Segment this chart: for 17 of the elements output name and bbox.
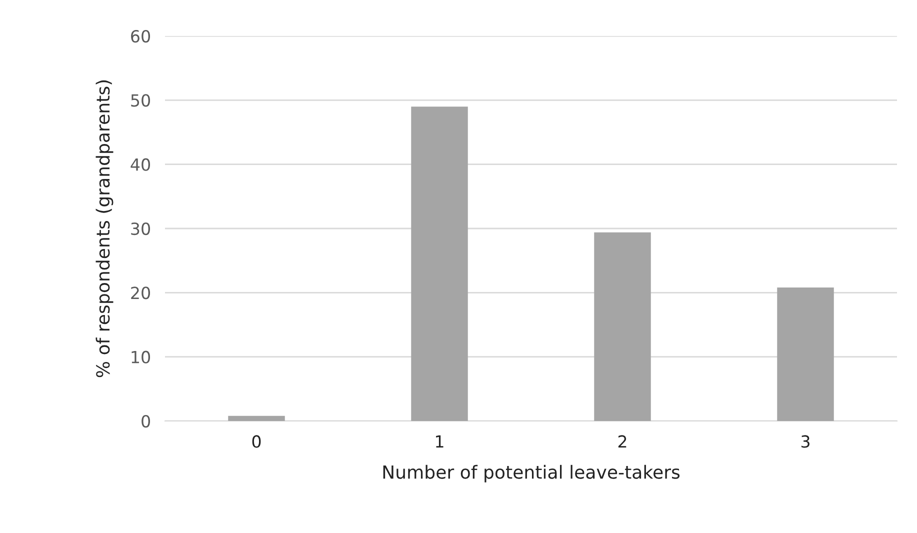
y-tick-label: 60 bbox=[131, 30, 150, 43]
y-tick-label: 10 bbox=[132, 350, 150, 364]
x-tick-label: 1 bbox=[436, 435, 444, 448]
bar bbox=[594, 232, 651, 421]
y-tick-label: 50 bbox=[131, 94, 150, 107]
bar bbox=[777, 288, 834, 421]
bar bbox=[228, 416, 285, 421]
y-axis-title: % of respondents (grandparents) bbox=[96, 80, 114, 378]
x-tick-label: 0 bbox=[252, 435, 261, 448]
x-axis-title: Number of potential leave-takers bbox=[383, 464, 680, 482]
y-tick-label: 30 bbox=[131, 222, 150, 236]
y-tick-label: 40 bbox=[130, 158, 150, 171]
x-tick-label: 2 bbox=[618, 435, 626, 448]
y-tick-label: 20 bbox=[131, 286, 150, 300]
bar bbox=[411, 106, 468, 421]
y-tick-label: 0 bbox=[142, 414, 150, 428]
x-tick-label: 3 bbox=[801, 435, 810, 448]
